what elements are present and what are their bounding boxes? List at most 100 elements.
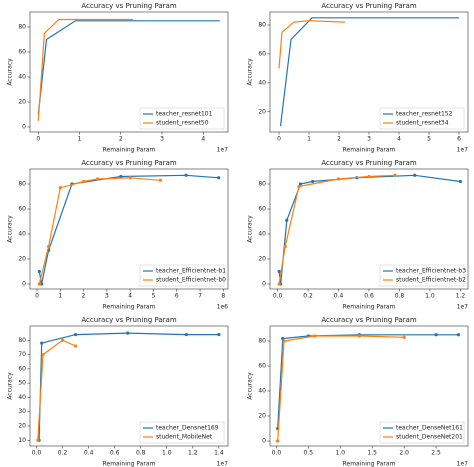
x-tick-label: 4 xyxy=(397,136,401,143)
legend-label: student_resnet34 xyxy=(396,120,449,127)
point xyxy=(184,332,188,337)
legend-label: teacher_resnet152 xyxy=(396,111,453,118)
x-tick-label: 5 xyxy=(427,136,431,143)
legend-label: teacher_resnet101 xyxy=(156,111,213,118)
point xyxy=(393,173,397,177)
chart-title: Accuracy vs Pruning Param xyxy=(321,316,416,324)
legend-label: student_DenseNet201 xyxy=(396,434,463,441)
chart-title: Accuracy vs Pruning Param xyxy=(81,2,176,10)
x-tick-label: 4 xyxy=(201,136,205,143)
y-tick-label: 0 xyxy=(22,281,26,288)
y-tick-label: 20 xyxy=(18,99,26,106)
x-offset-label: 1e7 xyxy=(457,461,469,467)
y-tick-label: 10 xyxy=(18,437,26,444)
y-axis-label: Accuracy xyxy=(247,58,254,86)
y-tick-label: 60 xyxy=(258,50,266,57)
x-axis-label: Remaining Param xyxy=(343,461,396,467)
x-tick-label: 0 xyxy=(277,136,281,143)
series-line xyxy=(279,17,459,127)
y-tick-label: 20 xyxy=(18,256,26,263)
y-tick-label: 70 xyxy=(18,351,26,358)
y-axis-label: Accuracy xyxy=(247,372,254,400)
series-line xyxy=(37,18,134,121)
y-tick-label: 20 xyxy=(258,256,266,263)
point xyxy=(81,179,86,184)
point xyxy=(40,341,44,345)
series-line xyxy=(277,334,459,429)
y-tick-label: 50 xyxy=(18,380,26,387)
series-line xyxy=(278,174,461,285)
x-tick-label: 0 xyxy=(35,293,39,300)
x-tick-label: 0.6 xyxy=(110,450,120,457)
point xyxy=(313,334,317,338)
plot-area xyxy=(29,325,229,447)
y-tick-label: 40 xyxy=(18,74,26,81)
y-tick-label: 80 xyxy=(18,24,26,31)
point xyxy=(58,186,62,190)
point xyxy=(184,173,188,177)
point xyxy=(217,176,221,180)
y-tick-label: 40 xyxy=(18,231,26,238)
x-tick-label: 1.0 xyxy=(335,450,345,457)
legend-box xyxy=(139,421,225,444)
y-tick-label: 20 xyxy=(258,108,266,115)
x-tick-label: 4 xyxy=(128,293,132,300)
x-tick-label: 6 xyxy=(175,293,179,300)
point xyxy=(276,439,280,443)
x-tick-label: 1 xyxy=(307,136,311,143)
x-tick-label: 0.8 xyxy=(136,450,146,457)
y-axis-label: Accuracy xyxy=(7,58,14,86)
point xyxy=(402,335,406,339)
x-offset-label: 1e7 xyxy=(217,147,229,154)
legend-label: teacher_Efficientnet-b1 xyxy=(156,268,226,275)
point xyxy=(367,174,371,179)
x-tick-label: 3 xyxy=(105,293,109,300)
point xyxy=(47,244,51,249)
x-tick-label: 0.0 xyxy=(273,293,283,300)
x-tick-label: 2.0 xyxy=(399,450,409,457)
x-tick-label: 1.2 xyxy=(188,450,198,457)
point xyxy=(282,339,286,343)
point xyxy=(37,282,41,286)
legend-box xyxy=(139,107,225,130)
x-tick-label: 2.5 xyxy=(431,450,441,457)
chart-title: Accuracy vs Pruning Param xyxy=(321,159,416,167)
y-axis-label: Accuracy xyxy=(247,215,254,243)
series-line xyxy=(37,20,220,115)
y-tick-label: 40 xyxy=(258,79,266,86)
x-tick-label: 3 xyxy=(160,136,164,143)
x-axis-label: Remaining Param xyxy=(343,304,396,311)
point xyxy=(95,177,100,181)
point xyxy=(277,282,281,286)
point xyxy=(41,352,45,357)
x-tick-label: 1 xyxy=(78,136,82,143)
point xyxy=(158,178,163,182)
point xyxy=(434,333,438,337)
point xyxy=(128,176,132,180)
x-offset-label: 1e7 xyxy=(457,147,469,154)
x-tick-label: 5 xyxy=(152,293,156,300)
x-tick-label: 2 xyxy=(119,136,123,143)
point xyxy=(217,332,221,337)
x-tick-label: 1.2 xyxy=(456,293,466,300)
x-tick-label: 8 xyxy=(221,293,225,300)
plot-area xyxy=(29,11,229,133)
y-tick-label: 40 xyxy=(18,394,26,401)
point xyxy=(126,331,130,335)
x-tick-label: 2 xyxy=(337,136,341,143)
chart-title: Accuracy vs Pruning Param xyxy=(321,2,416,10)
y-tick-label: 60 xyxy=(18,49,26,56)
legend-label: teacher_Efficientnet-b3 xyxy=(396,268,466,275)
series-line xyxy=(38,332,219,441)
point xyxy=(281,336,285,341)
x-tick-label: 1.0 xyxy=(162,450,172,457)
legend-box xyxy=(379,107,465,130)
x-offset-label: 1e7 xyxy=(457,304,469,311)
x-tick-label: 0.0 xyxy=(272,450,282,457)
x-tick-label: 0.5 xyxy=(304,450,314,457)
point xyxy=(40,282,44,286)
point xyxy=(277,269,281,274)
x-axis-label: Remaining Param xyxy=(103,147,156,154)
point xyxy=(119,174,123,179)
point xyxy=(283,244,287,249)
